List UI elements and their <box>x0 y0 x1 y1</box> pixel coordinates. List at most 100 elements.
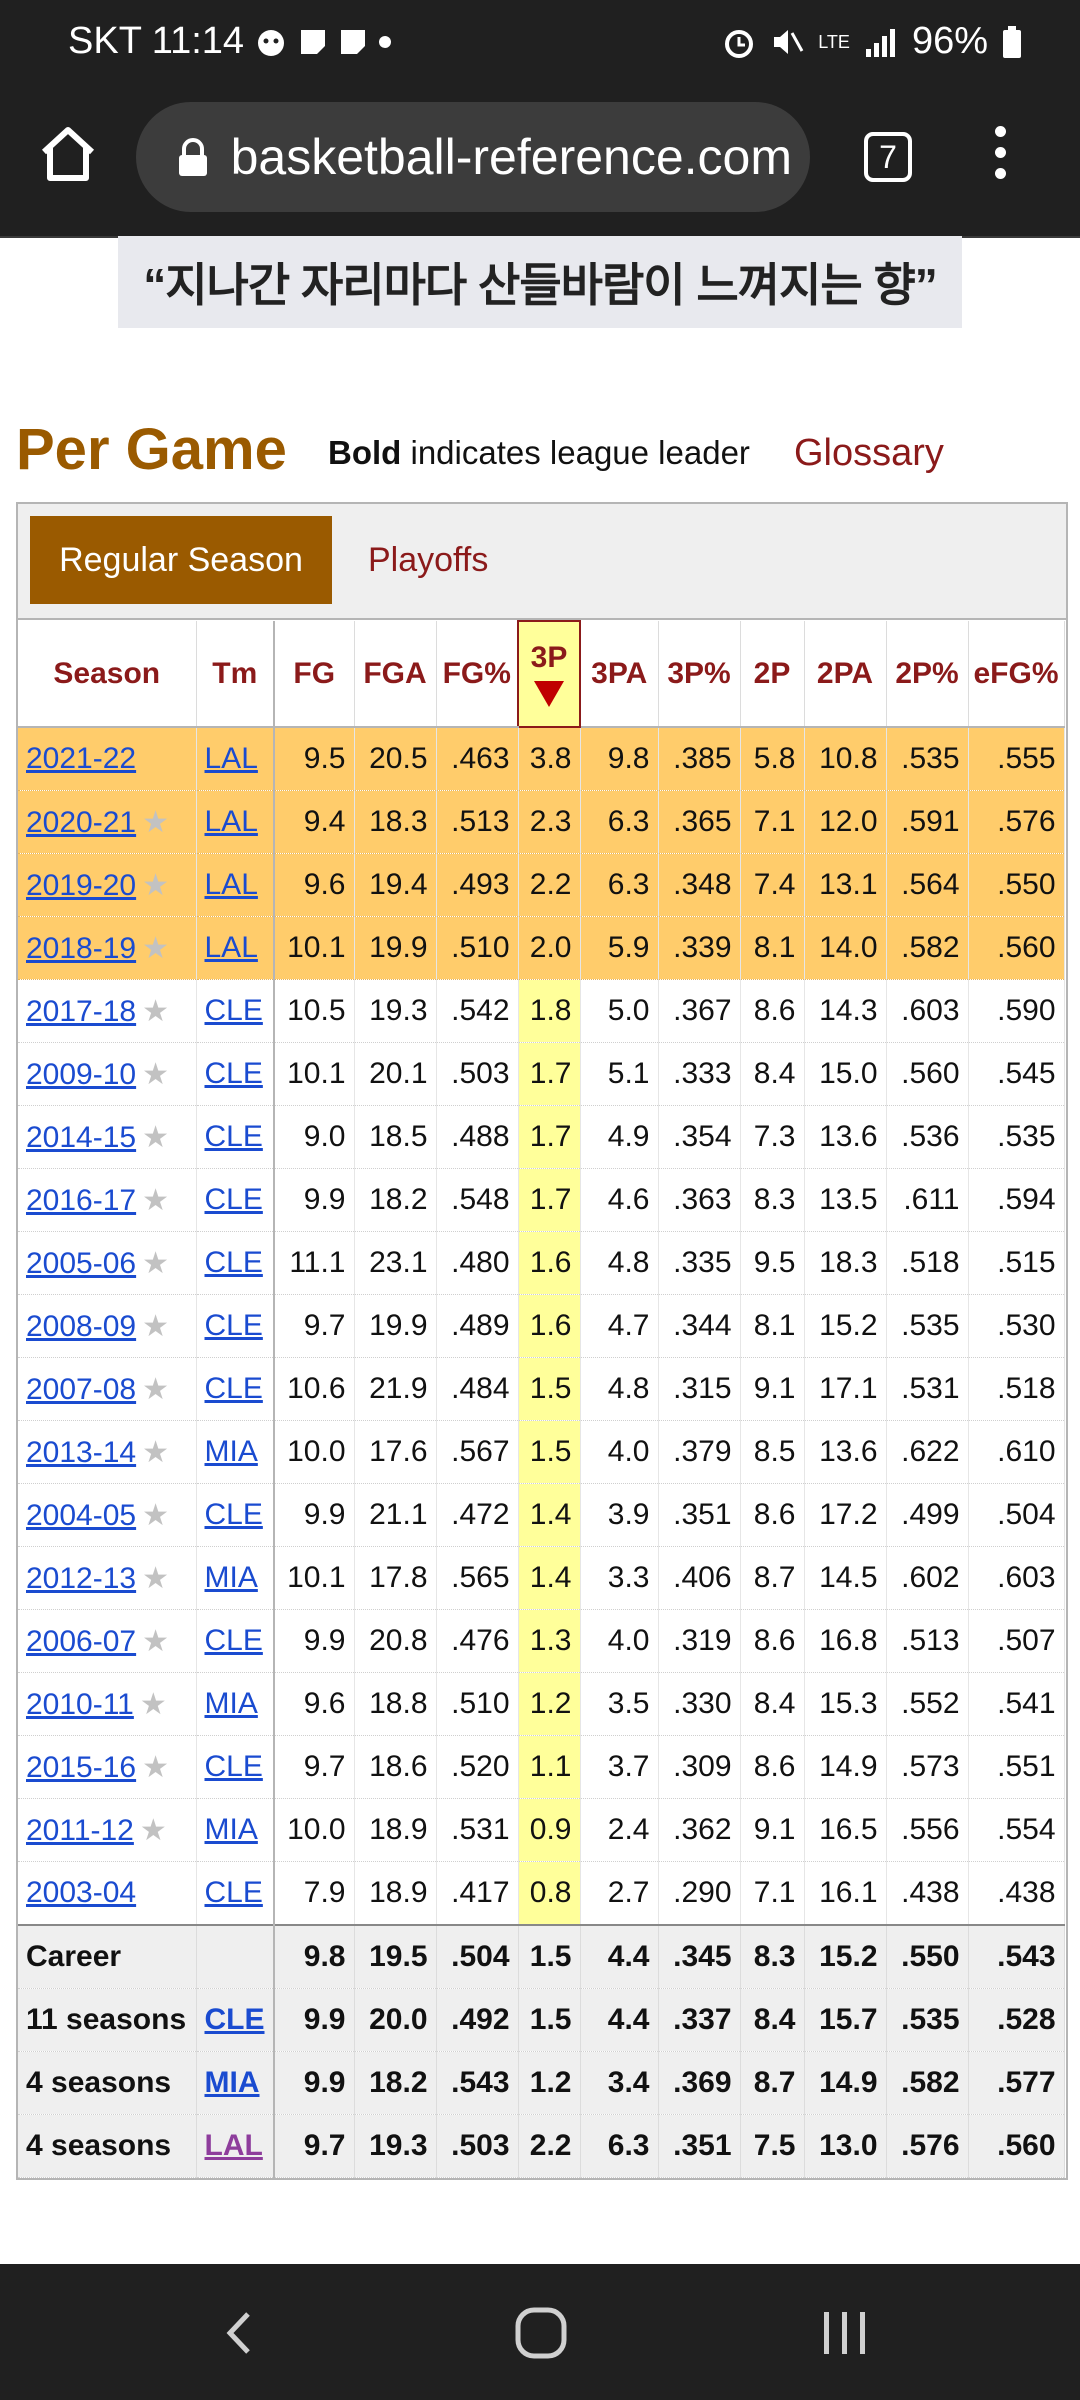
season-link[interactable]: 2011-12 <box>26 1813 134 1847</box>
col-header-3p[interactable]: 3P <box>517 620 581 728</box>
season-link[interactable]: 2020-21 <box>26 805 137 839</box>
season-link[interactable]: 2008-09 <box>26 1309 137 1343</box>
col-header-fg-pct[interactable]: FG% <box>436 621 519 728</box>
cell-season[interactable]: 2014-15 ★ <box>18 1105 197 1169</box>
col-header-3pa[interactable]: 3PA <box>580 621 659 728</box>
team-link[interactable]: CLE <box>204 994 263 1027</box>
team-link[interactable]: CLE <box>204 1498 263 1531</box>
season-link[interactable]: 2005-06 <box>26 1246 137 1280</box>
team-link[interactable]: CLE <box>204 1624 263 1657</box>
glossary-link[interactable]: Glossary <box>794 432 944 474</box>
cell-team[interactable]: CLE <box>196 979 275 1043</box>
season-link[interactable]: 2018-19 <box>26 931 137 965</box>
season-link[interactable]: 2013-14 <box>26 1435 137 1469</box>
cell-season[interactable]: 2018-19 ★ <box>18 916 197 980</box>
team-link[interactable]: MIA <box>204 1687 258 1720</box>
team-link[interactable]: CLE <box>204 1120 263 1153</box>
team-link[interactable]: LAL <box>204 868 258 901</box>
season-link[interactable]: 2007-08 <box>26 1372 137 1406</box>
home-nav-button[interactable] <box>502 2298 582 2368</box>
regular-season-tab[interactable]: Regular Season <box>30 516 332 604</box>
cell-season[interactable]: 2010-11 ★ <box>18 1672 197 1736</box>
team-link[interactable]: CLE <box>204 1246 263 1279</box>
cell-season[interactable]: 2017-18 ★ <box>18 979 197 1043</box>
cell-team[interactable]: LAL <box>196 916 275 980</box>
back-button[interactable] <box>200 2298 280 2368</box>
team-link[interactable]: MIA <box>204 2066 260 2099</box>
season-link[interactable]: 2010-11 <box>26 1687 134 1721</box>
cell-team[interactable]: CLE <box>196 1735 275 1799</box>
cell-season[interactable]: 2003-04 <box>18 1861 197 1926</box>
col-header-fga[interactable]: FGA <box>354 621 437 728</box>
col-header-team[interactable]: Tm <box>196 621 275 728</box>
cell-team[interactable]: CLE <box>196 1609 275 1673</box>
team-link[interactable]: LAL <box>204 805 258 838</box>
cell-team[interactable]: MIA <box>196 1798 275 1862</box>
season-link[interactable]: 2019-20 <box>26 868 137 902</box>
cell-season[interactable]: 2015-16 ★ <box>18 1735 197 1799</box>
cell-season[interactable]: 2008-09 ★ <box>18 1294 197 1358</box>
team-link[interactable]: CLE <box>204 1876 263 1909</box>
team-link[interactable]: CLE <box>204 1372 263 1405</box>
team-link[interactable]: CLE <box>204 1057 263 1090</box>
cell-team[interactable]: MIA <box>196 1420 275 1484</box>
cell-team[interactable]: MIA <box>196 1672 275 1736</box>
cell-season[interactable]: 2021-22 <box>18 727 197 791</box>
season-link[interactable]: 2003-04 <box>26 1876 137 1909</box>
cell-team[interactable]: MIA <box>196 1546 275 1610</box>
col-header-2pa[interactable]: 2PA <box>804 621 887 728</box>
more-options-icon[interactable] <box>984 126 1016 188</box>
team-link[interactable]: CLE <box>204 1750 263 1783</box>
team-link[interactable]: CLE <box>204 2003 265 2036</box>
cell-season[interactable]: 2011-12 ★ <box>18 1798 197 1862</box>
cell-team[interactable]: LAL <box>196 790 275 854</box>
col-header-fg[interactable]: FG <box>274 621 355 728</box>
cell-team[interactable]: CLE <box>196 1168 275 1232</box>
address-bar[interactable]: basketball-reference.com <box>136 102 810 212</box>
season-link[interactable]: 2012-13 <box>26 1561 137 1595</box>
cell-team[interactable]: CLE <box>196 1357 275 1421</box>
team-link[interactable]: LAL <box>204 742 258 775</box>
team-link[interactable]: CLE <box>204 1309 263 1342</box>
col-header-season[interactable]: Season <box>18 621 197 728</box>
cell-team[interactable]: CLE <box>196 1231 275 1295</box>
team-link[interactable]: LAL <box>204 2129 263 2162</box>
col-header-3p-pct[interactable]: 3P% <box>658 621 741 728</box>
season-link[interactable]: 2015-16 <box>26 1750 137 1784</box>
cell-team[interactable]: CLE <box>196 1105 275 1169</box>
cell-team[interactable]: CLE <box>196 1483 275 1547</box>
season-link[interactable]: 2017-18 <box>26 994 137 1028</box>
team-link[interactable]: MIA <box>204 1561 258 1594</box>
cell-season[interactable]: 2005-06 ★ <box>18 1231 197 1295</box>
cell-season[interactable]: 2012-13 ★ <box>18 1546 197 1610</box>
season-link[interactable]: 2014-15 <box>26 1120 137 1154</box>
playoffs-tab[interactable]: Playoffs <box>368 540 489 579</box>
season-link[interactable]: 2009-10 <box>26 1057 137 1091</box>
cell-team[interactable]: LAL <box>196 853 275 917</box>
cell-team[interactable]: CLE <box>196 1042 275 1106</box>
home-button[interactable] <box>36 122 100 186</box>
cell-season[interactable]: 2007-08 ★ <box>18 1357 197 1421</box>
cell-season[interactable]: 2013-14 ★ <box>18 1420 197 1484</box>
cell-season[interactable]: 2009-10 ★ <box>18 1042 197 1106</box>
cell-season[interactable]: 2016-17 ★ <box>18 1168 197 1232</box>
team-link[interactable]: MIA <box>204 1813 258 1846</box>
team-link[interactable]: MIA <box>204 1435 258 1468</box>
tab-switcher-button[interactable]: 7 <box>864 132 912 182</box>
season-link[interactable]: 2021-22 <box>26 742 137 775</box>
cell-season[interactable]: 2020-21 ★ <box>18 790 197 854</box>
team-link[interactable]: CLE <box>204 1183 263 1216</box>
cell-team[interactable]: LAL <box>196 727 275 791</box>
cell-season[interactable]: 2004-05 ★ <box>18 1483 197 1547</box>
cell-team[interactable]: CLE <box>196 1861 275 1926</box>
recents-button[interactable] <box>806 2298 886 2368</box>
cell-team[interactable]: CLE <box>196 1294 275 1358</box>
season-link[interactable]: 2006-07 <box>26 1624 137 1658</box>
col-header-efg-pct[interactable]: eFG% <box>968 621 1065 728</box>
col-header-2p-pct[interactable]: 2P% <box>886 621 969 728</box>
cell-season[interactable]: 2006-07 ★ <box>18 1609 197 1673</box>
season-link[interactable]: 2016-17 <box>26 1183 137 1217</box>
ad-banner[interactable]: “지나간 자리마다 산들바람이 느껴지는 향” <box>118 236 962 328</box>
team-link[interactable]: LAL <box>204 931 258 964</box>
cell-season[interactable]: 2019-20 ★ <box>18 853 197 917</box>
